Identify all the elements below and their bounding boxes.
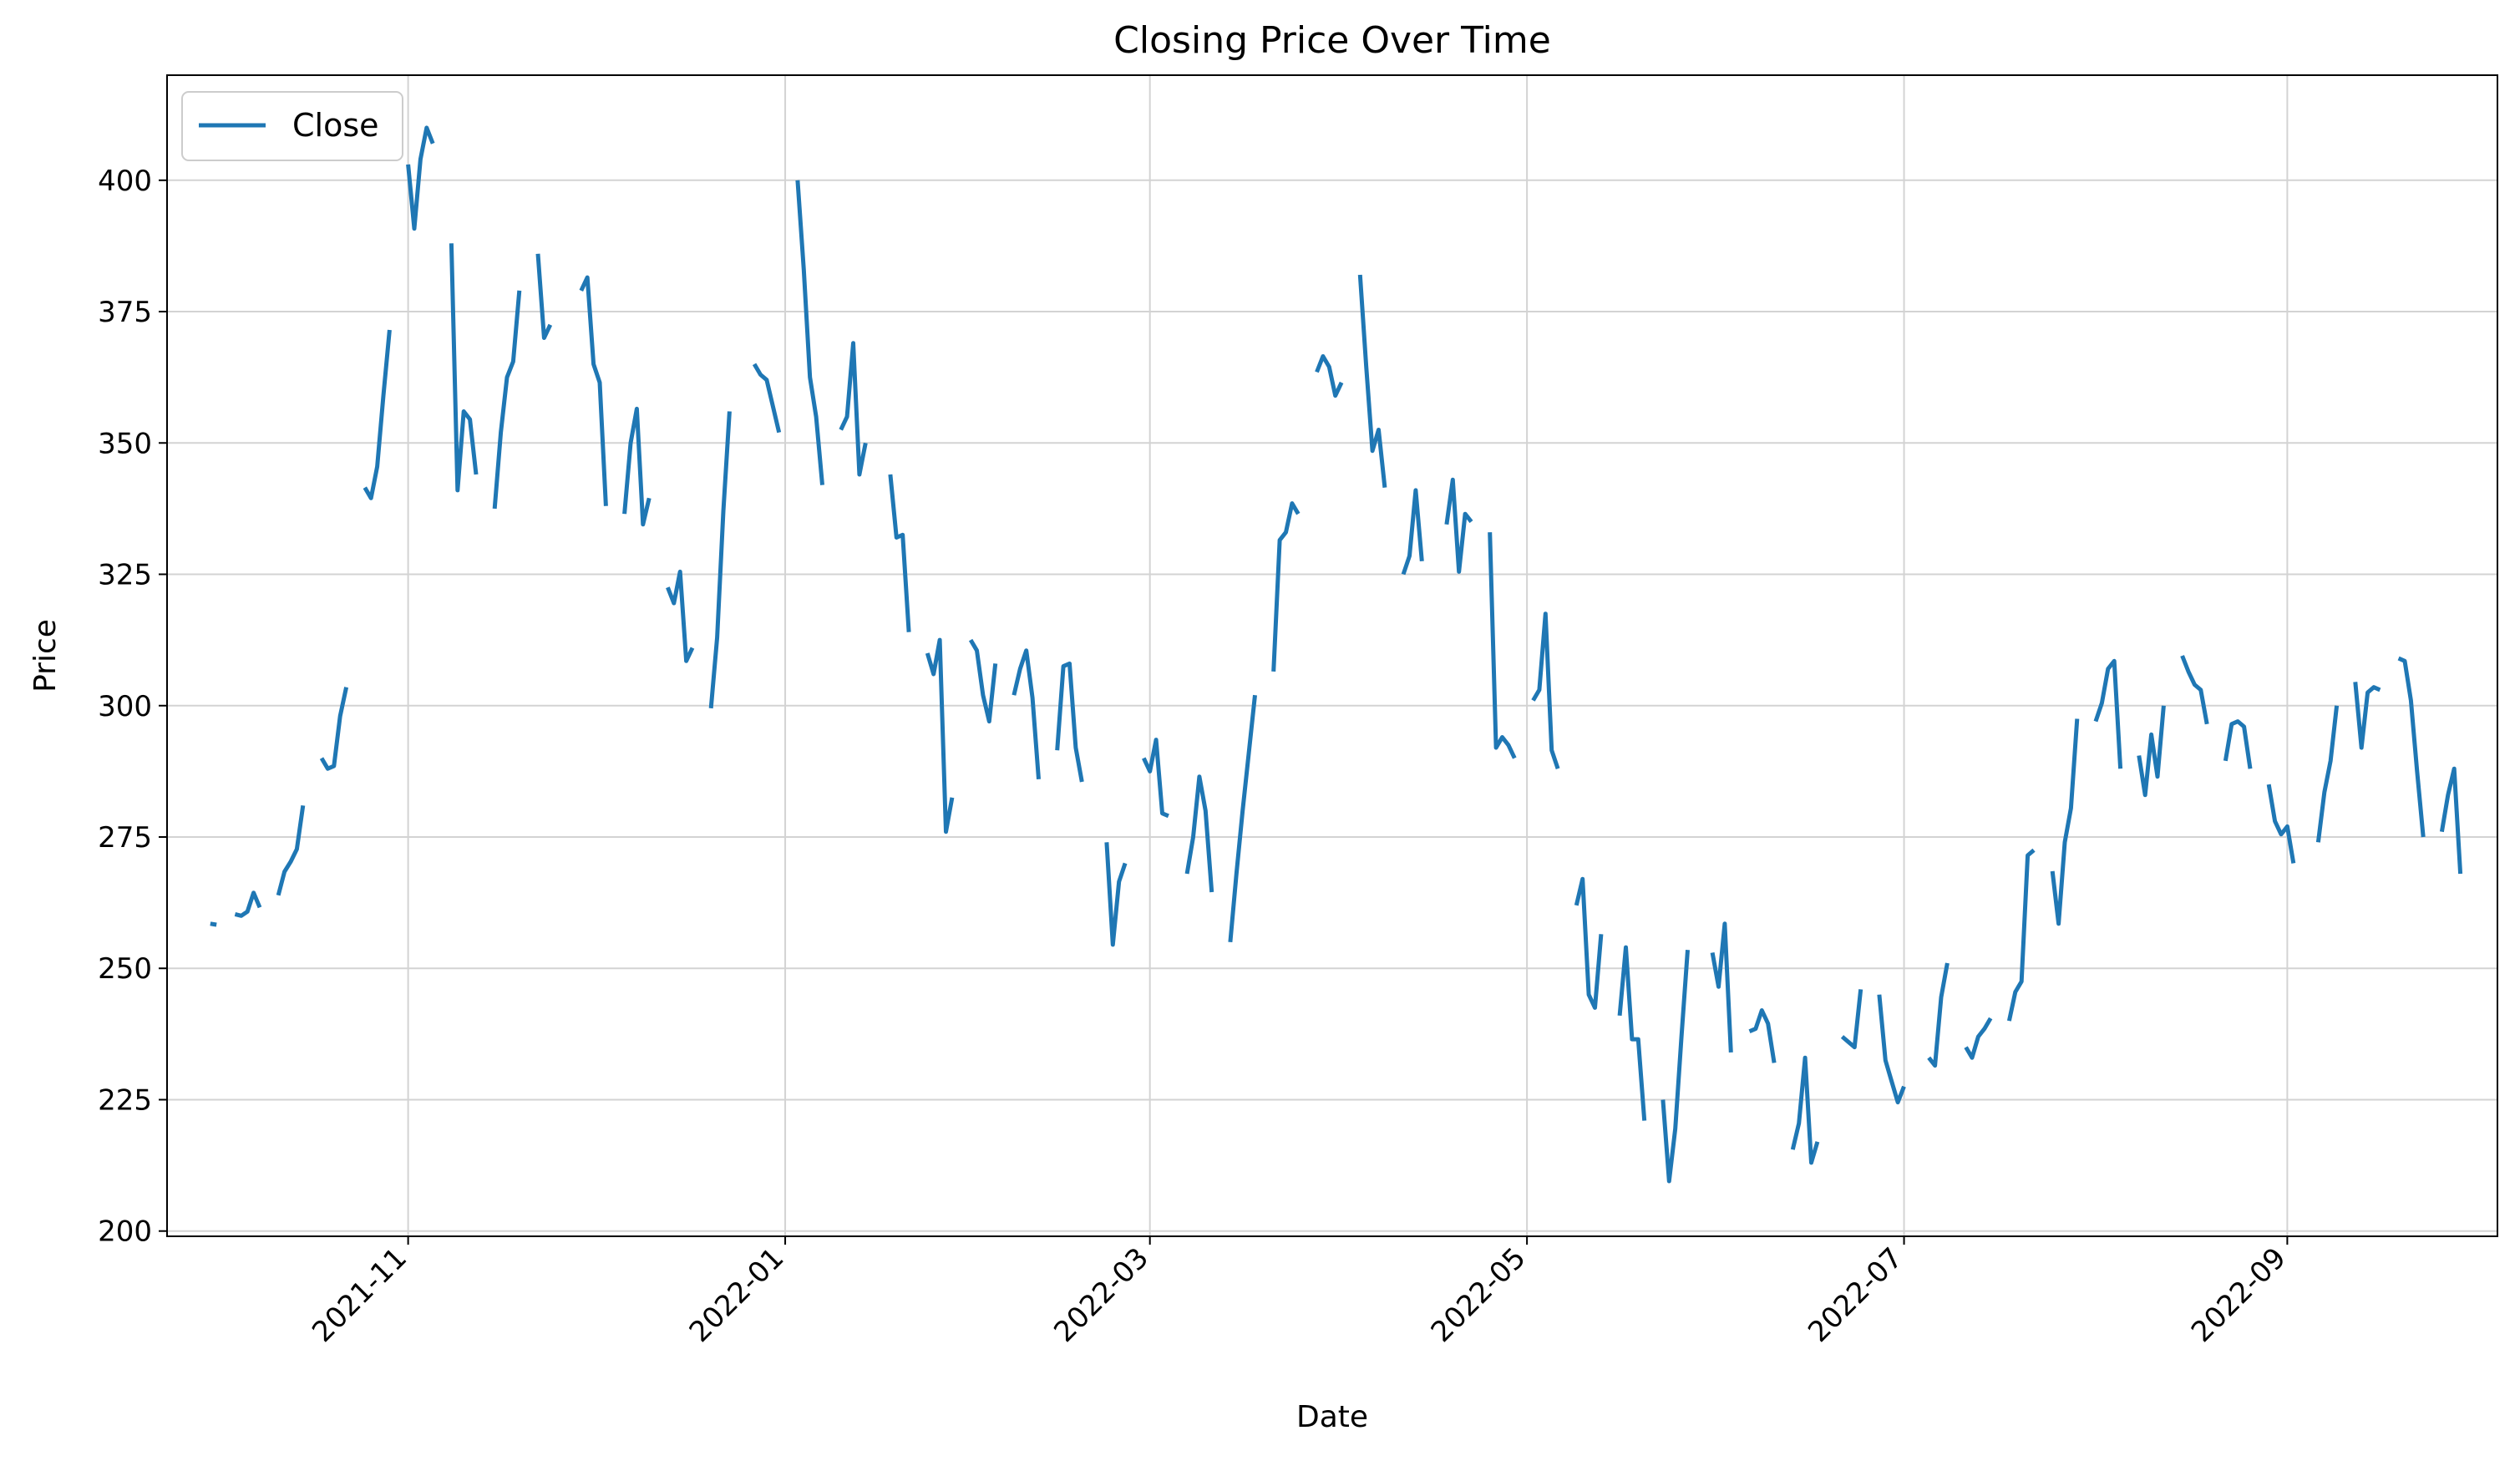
close-line-segment bbox=[2050, 718, 2080, 926]
close-line-segment bbox=[1315, 354, 1344, 398]
close-line-segment bbox=[1964, 1017, 1993, 1060]
close-line-segment bbox=[2180, 655, 2209, 725]
close-line-segment bbox=[968, 638, 998, 724]
close-line-segment bbox=[1574, 876, 1604, 1010]
y-tick-label: 300 bbox=[98, 690, 152, 723]
close-line-segment bbox=[2353, 682, 2381, 750]
close-line-segment bbox=[925, 637, 955, 834]
legend-box bbox=[181, 91, 403, 161]
close-line-segment bbox=[234, 890, 262, 918]
close-line-segment bbox=[795, 180, 824, 485]
close-line-segment bbox=[2093, 658, 2123, 769]
close-line-segment bbox=[535, 253, 553, 340]
close-line-segment bbox=[1228, 694, 1257, 943]
close-line-segment bbox=[2397, 656, 2426, 838]
y-tick-label: 225 bbox=[98, 1083, 152, 1117]
x-axis-label: Date bbox=[1296, 1400, 1368, 1434]
y-axis: 200 225 250 275 300 325 350 375 400 bbox=[98, 165, 167, 1249]
close-line-segment bbox=[492, 290, 522, 510]
y-tick-label: 275 bbox=[98, 821, 152, 855]
close-line-segment bbox=[1617, 945, 1647, 1121]
close-line-segment bbox=[622, 406, 652, 527]
close-line-segment bbox=[406, 125, 435, 231]
close-line-segment bbox=[276, 804, 306, 896]
close-line-segment bbox=[2137, 705, 2166, 798]
close-line-segment bbox=[2006, 848, 2036, 1022]
close-line-segment bbox=[210, 921, 217, 927]
grid-lines bbox=[167, 75, 2497, 1236]
close-line-segment bbox=[1104, 842, 1128, 947]
close-line-segment bbox=[1142, 738, 1169, 819]
close-line-segment bbox=[1661, 950, 1690, 1184]
close-line-segment bbox=[1877, 994, 1906, 1105]
close-line-segment bbox=[1927, 962, 1950, 1068]
y-tick-label: 350 bbox=[98, 427, 152, 460]
close-line-segment bbox=[363, 329, 392, 500]
close-line-segment bbox=[2439, 766, 2463, 875]
close-line-segment bbox=[1748, 1008, 1777, 1063]
close-line-segment bbox=[1790, 1055, 1820, 1165]
close-line-segment bbox=[752, 363, 782, 434]
close-line-segment bbox=[1710, 921, 1733, 1053]
close-line-segment bbox=[2315, 705, 2340, 843]
y-tick-label: 250 bbox=[98, 952, 152, 986]
close-line-segment bbox=[579, 275, 608, 506]
close-line-segment bbox=[1271, 501, 1301, 672]
close-line-segment bbox=[2223, 719, 2253, 769]
legend-label-close: Close bbox=[292, 107, 379, 144]
close-line-segment bbox=[1357, 274, 1387, 488]
close-line-segment bbox=[1531, 611, 1560, 769]
plot-area-background bbox=[167, 75, 2497, 1236]
close-line-segment bbox=[708, 411, 732, 709]
y-tick-label: 325 bbox=[98, 559, 152, 592]
close-line-segment bbox=[449, 243, 479, 493]
chart-title: Closing Price Over Time bbox=[1113, 19, 1551, 62]
close-series bbox=[210, 125, 2463, 1184]
plot-frame bbox=[166, 74, 2498, 1237]
close-line-segment bbox=[1184, 774, 1214, 893]
close-line-segment bbox=[2266, 784, 2296, 864]
y-tick-label: 375 bbox=[98, 296, 152, 329]
legend: Close bbox=[181, 91, 403, 161]
close-line-segment bbox=[666, 569, 695, 663]
y-tick-label: 400 bbox=[98, 165, 152, 198]
close-line-segment bbox=[1840, 989, 1863, 1050]
y-axis-label: Price bbox=[28, 619, 63, 692]
close-line-segment bbox=[1401, 488, 1424, 576]
close-line-segment bbox=[888, 474, 911, 632]
close-line-segment bbox=[319, 687, 349, 771]
close-line-segment bbox=[1488, 532, 1517, 759]
close-line-segment bbox=[1444, 477, 1473, 574]
close-line-segment bbox=[839, 341, 868, 477]
close-line-segment bbox=[1012, 648, 1041, 779]
y-tick-label: 200 bbox=[98, 1215, 152, 1249]
close-line-segment bbox=[1055, 661, 1084, 783]
